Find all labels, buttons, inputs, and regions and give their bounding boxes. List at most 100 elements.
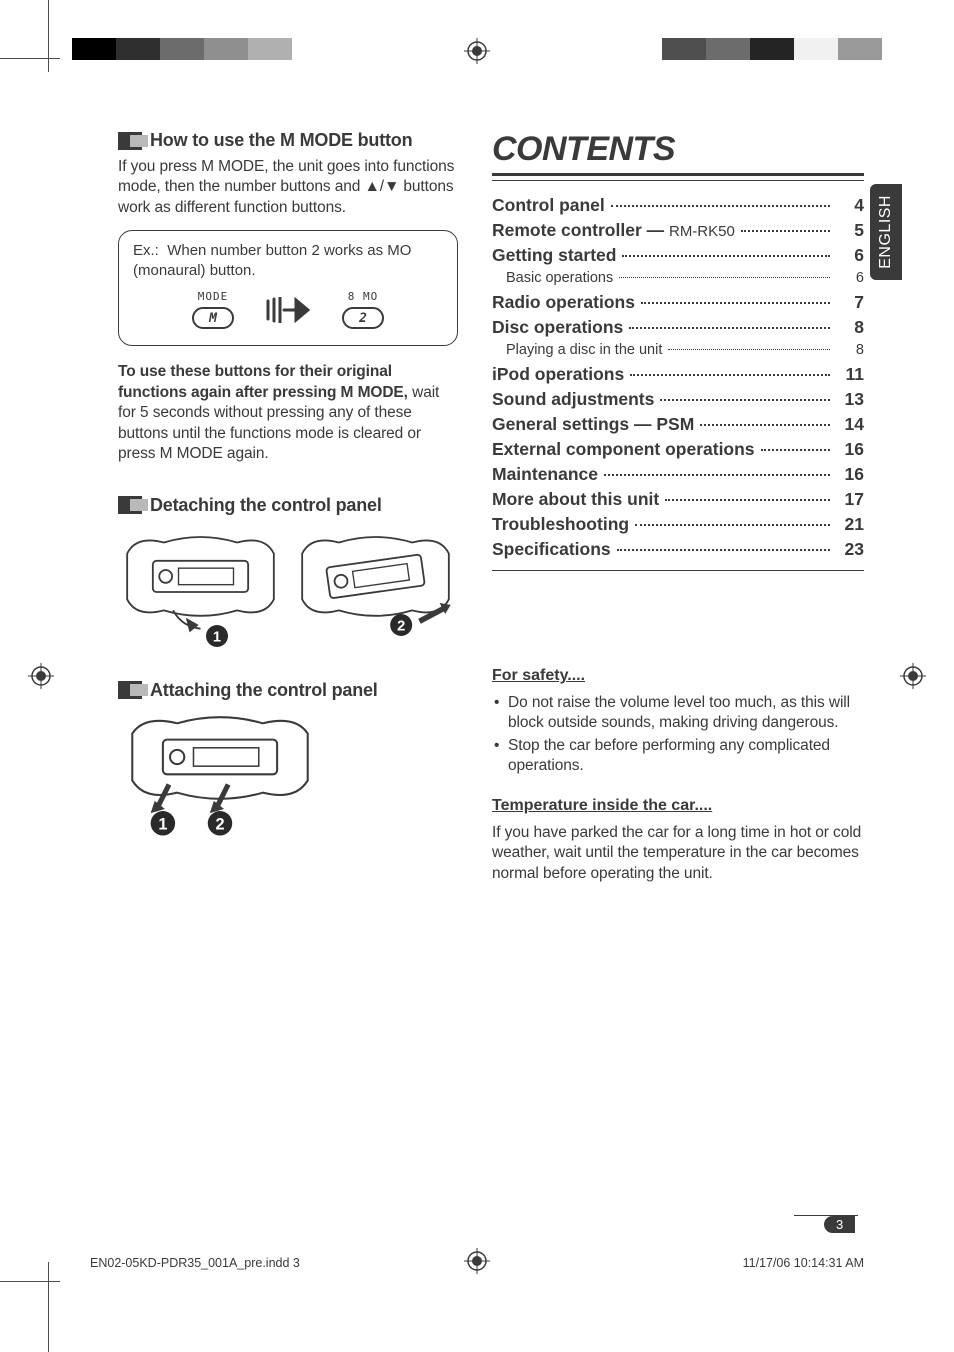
section-bullet-icon [118,681,142,699]
toc-dots [604,474,830,476]
paragraph: If you have parked the car for a long ti… [492,823,864,884]
toc-page: 13 [836,389,864,410]
table-of-contents: Control panel 4 Remote controller — RM-RK5… [492,195,864,560]
mode-button-ill: MODE M [192,290,234,329]
page-number: 3 [824,1215,858,1234]
pill-button-icon: M [192,307,234,329]
section-heading: Detaching the control panel [118,495,458,516]
section-bullet-icon [118,496,142,514]
divider [492,173,864,181]
heading-detach: Detaching the control panel [150,495,382,516]
detach-illustrations: 1 2 [118,526,458,654]
toc-row: Maintenance 16 [492,464,864,485]
paragraph: If you press M MODE, the unit goes into … [118,157,458,218]
left-column: How to use the M MODE button If you pres… [118,130,458,1212]
toc-page: 5 [836,220,864,241]
toc-page: 23 [836,539,864,560]
toc-page: 11 [836,364,864,385]
footer: EN02-05KD-PDR35_001A_pre.indd 3 11/17/06… [90,1256,864,1270]
crop-mark [0,1281,60,1282]
toc-dots [611,205,830,207]
toc-page: 17 [836,489,864,510]
toc-page: 8 [836,317,864,338]
toc-row: Disc operations 8 [492,317,864,338]
toc-label: Maintenance [492,464,598,485]
toc-dots [629,327,830,329]
color-swatch [72,38,116,60]
toc-page: 16 [836,439,864,460]
color-swatch [204,38,248,60]
list-item: Stop the car before performing any compl… [492,736,864,777]
toc-label: Getting started [492,245,616,266]
color-swatch [248,38,292,60]
toc-dots [665,499,830,501]
toc-row: Troubleshooting21 [492,514,864,535]
toc-label: General settings — PSM [492,414,694,435]
divider [492,570,864,571]
content-area: How to use the M MODE button If you pres… [118,130,864,1212]
panel-illustration: 1 [118,526,283,654]
crop-mark [48,1262,49,1352]
color-swatch [838,38,882,60]
footer-file: EN02-05KD-PDR35_001A_pre.indd 3 [90,1256,300,1270]
registration-mark-icon [28,663,54,689]
color-swatch [160,38,204,60]
svg-text:1: 1 [213,629,221,645]
toc-row: Radio operations 7 [492,292,864,313]
section-bullet-icon [118,132,142,150]
toc-dots [617,549,830,551]
toc-page: 21 [836,514,864,535]
note-paragraph: To use these buttons for their original … [118,362,458,464]
toc-row: Specifications 23 [492,539,864,560]
heading-mmode: How to use the M MODE button [150,130,412,151]
heading-attach: Attaching the control panel [150,680,378,701]
toc-label: Radio operations [492,292,635,313]
color-swatch [750,38,794,60]
page-frame: How to use the M MODE button If you pres… [0,0,954,1352]
toc-row: General settings — PSM14 [492,414,864,435]
toc-label: Control panel [492,195,605,216]
toc-label: Specifications [492,539,611,560]
toc-row: Control panel 4 [492,195,864,216]
panel-illustration: 2 [293,526,458,654]
toc-page: 4 [836,195,864,216]
subheading: Temperature inside the car.... [492,797,864,815]
pill-button-icon: 2 [342,307,384,329]
toc-page: 6 [836,245,864,266]
example-text: Ex.: When number button 2 works as MO (m… [133,241,443,280]
footer-timestamp: 11/17/06 10:14:31 AM [743,1256,864,1270]
toc-dots [761,449,830,451]
example-box: Ex.: When number button 2 works as MO (m… [118,230,458,346]
toc-subrow: Basic operations6 [506,270,864,286]
toc-dots [700,424,830,426]
svg-text:2: 2 [397,618,405,634]
toc-page: 7 [836,292,864,313]
color-swatch [706,38,750,60]
toc-label: Disc operations [492,317,623,338]
language-tab: ENGLISH [870,184,902,280]
attach-illustration: 1 2 [118,707,322,845]
toc-row: iPod operations11 [492,364,864,385]
toc-row: External component operations16 [492,439,864,460]
toc-row: Sound adjustments13 [492,389,864,410]
toc-dots [630,374,830,376]
right-column: ENGLISH CONTENTS Control panel4Remote co… [492,130,864,1212]
mo-button-ill: 8 MO 2 [342,290,384,329]
color-swatch [794,38,838,60]
toc-label: Remote controller — RM-RK50 [492,220,735,241]
safety-section: For safety.... Do not raise the volume l… [492,667,864,884]
section-heading: How to use the M MODE button [118,130,458,151]
color-swatch [662,38,706,60]
svg-text:1: 1 [158,815,167,833]
color-swatch [116,38,160,60]
toc-dots [622,255,830,257]
list-item: Do not raise the volume level too much, … [492,693,864,734]
toc-dots [641,302,830,304]
toc-dots [741,230,830,232]
bullet-list: Do not raise the volume level too much, … [492,693,864,777]
toc-dots [660,399,830,401]
toc-page: 16 [836,464,864,485]
section-heading: Attaching the control panel [118,680,458,701]
toc-row: More about this unit17 [492,489,864,510]
svg-text:2: 2 [215,815,224,833]
